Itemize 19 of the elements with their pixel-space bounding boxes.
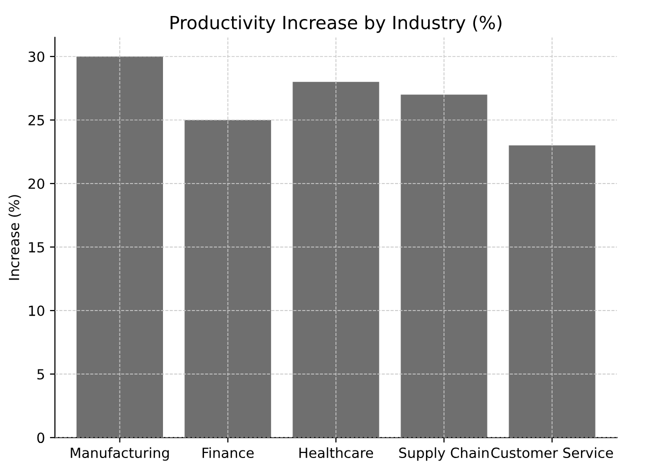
y-tick-label: 20 [28,178,44,189]
bar [292,82,380,438]
y-tick-label: 0 [37,432,44,444]
bar [184,120,272,438]
y-axis-title: Increase (%) [8,195,21,280]
bar [508,145,596,438]
x-tick-label: Finance [202,447,254,458]
chart-title: Productivity Increase by Industry (%) [170,15,502,33]
bar [76,56,163,438]
bar [400,94,488,438]
y-tick-label: 30 [28,51,44,62]
x-tick-label: Manufacturing [70,447,169,461]
y-tick-label: 15 [29,242,44,253]
x-tick-label: Supply Chain [399,447,489,461]
y-tick-label: 25 [28,114,44,126]
x-tick-label: Healthcare [299,447,374,458]
y-tick-label: 5 [37,369,44,380]
y-tick-label: 10 [29,306,44,316]
x-tick-label: Customer Service [491,447,613,458]
